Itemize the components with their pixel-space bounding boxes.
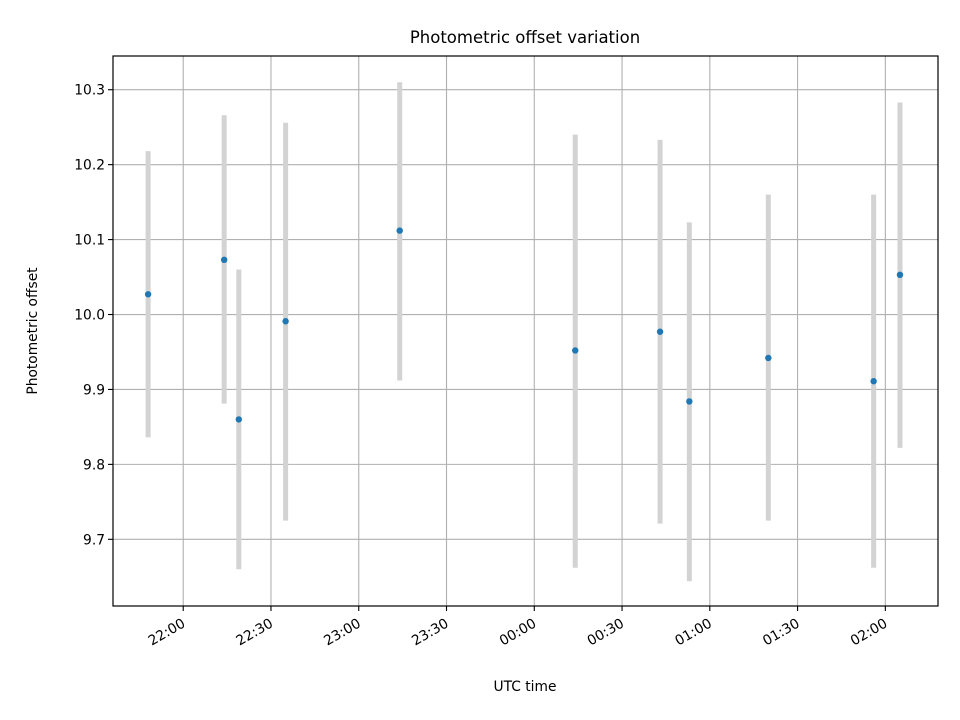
- data-point: [686, 398, 693, 405]
- y-tick-label: 10.0: [74, 308, 105, 324]
- y-axis-label: Photometric offset: [25, 267, 41, 395]
- data-point: [220, 256, 228, 264]
- data-point: [282, 318, 289, 325]
- data-points: [144, 227, 904, 423]
- chart-title: Photometric offset variation: [410, 28, 640, 47]
- data-point: [235, 416, 242, 423]
- y-tick-label: 9.9: [83, 382, 105, 398]
- y-tick-label: 10.1: [74, 233, 105, 249]
- data-point: [572, 347, 579, 354]
- data-point: [896, 271, 904, 279]
- y-tick-label: 9.8: [83, 457, 105, 473]
- plot-area-frame: [112, 55, 939, 607]
- data-point: [656, 328, 664, 335]
- x-axis-label: UTC time: [494, 679, 557, 695]
- data-point: [870, 378, 877, 385]
- data-point: [396, 227, 403, 234]
- data-point: [765, 354, 772, 362]
- y-axis-ticks: 9.7 9.8 9.9 10.0 10.1 10.2 10.3: [74, 83, 113, 548]
- y-tick-label: 9.7: [83, 532, 105, 548]
- grid: [113, 56, 938, 606]
- data-point: [144, 291, 152, 298]
- y-tick-label: 10.2: [74, 158, 105, 174]
- y-tick-label: 10.3: [74, 83, 105, 99]
